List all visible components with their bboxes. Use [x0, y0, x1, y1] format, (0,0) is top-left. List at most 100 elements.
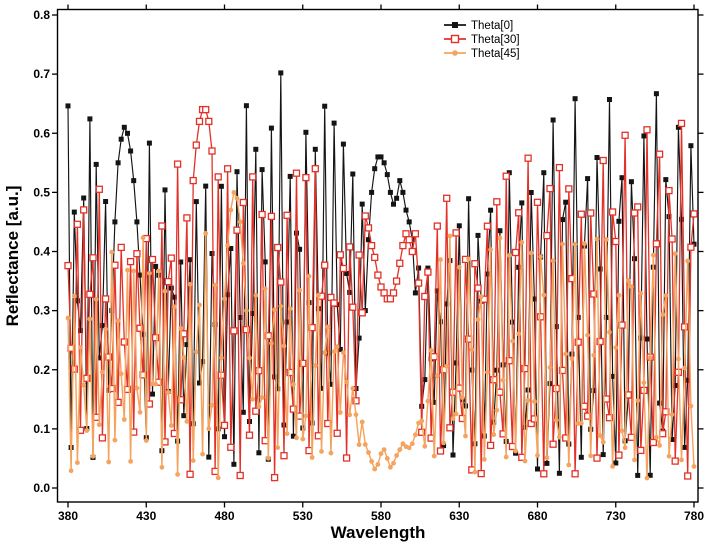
marker-filled-square	[240, 409, 246, 415]
marker-filled-circle	[610, 464, 615, 469]
marker-open-square	[533, 198, 542, 206]
marker-filled-circle	[378, 451, 384, 457]
marker-filled-circle	[206, 426, 212, 432]
y-tick-label: 0.5	[33, 185, 50, 199]
marker-open-square	[352, 397, 360, 405]
marker-filled-circle	[331, 349, 337, 354]
marker-filled-circle	[344, 379, 349, 385]
marker-filled-circle	[660, 312, 666, 317]
marker-filled-circle	[294, 435, 299, 441]
marker-filled-circle	[538, 254, 543, 260]
marker-filled-circle	[469, 347, 475, 353]
marker-filled-circle	[159, 464, 165, 470]
marker-filled-square	[234, 169, 240, 175]
marker-filled-circle	[178, 326, 184, 331]
marker-filled-circle	[604, 237, 609, 242]
marker-filled-circle	[134, 385, 140, 391]
marker-filled-circle	[353, 412, 359, 418]
marker-filled-square	[466, 196, 472, 202]
marker-filled-circle	[322, 350, 328, 355]
marker-open-square	[524, 154, 532, 162]
marker-open-square	[668, 235, 676, 243]
marker-open-square	[540, 470, 548, 478]
marker-filled-square	[287, 173, 293, 179]
marker-filled-square	[616, 218, 622, 224]
marker-filled-circle	[366, 450, 371, 455]
marker-filled-square	[607, 97, 612, 102]
marker-filled-circle	[156, 268, 162, 274]
marker-open-square	[283, 211, 291, 219]
marker-filled-circle	[337, 410, 343, 415]
marker-filled-circle	[65, 315, 71, 321]
marker-filled-circle	[190, 458, 196, 463]
marker-filled-square	[550, 117, 556, 123]
marker-open-square	[367, 241, 376, 250]
marker-filled-square	[438, 319, 443, 325]
marker-open-square	[493, 198, 501, 206]
marker-filled-circle	[303, 413, 309, 419]
marker-filled-circle	[425, 398, 431, 404]
y-tick-label: 0.7	[33, 67, 50, 81]
marker-filled-square	[222, 434, 227, 440]
marker-filled-circle	[638, 290, 644, 296]
marker-open-square	[452, 229, 460, 237]
marker-open-square	[205, 117, 213, 126]
marker-open-square	[342, 454, 351, 462]
marker-filled-square	[644, 336, 650, 342]
marker-open-square	[490, 376, 498, 384]
marker-filled-circle	[197, 302, 202, 308]
marker-open-square	[643, 126, 651, 134]
marker-filled-circle	[691, 464, 697, 469]
marker-filled-circle	[438, 257, 443, 263]
marker-open-square	[299, 359, 307, 368]
marker-open-square	[277, 278, 285, 286]
marker-filled-square	[322, 103, 328, 109]
marker-filled-circle	[75, 460, 80, 466]
marker-open-square	[101, 295, 110, 303]
marker-filled-square	[450, 452, 456, 458]
marker-filled-circle	[259, 395, 265, 400]
marker-open-square	[336, 251, 344, 259]
marker-open-square	[274, 243, 282, 252]
marker-open-square	[242, 325, 251, 334]
marker-filled-circle	[209, 402, 215, 408]
marker-open-square	[208, 147, 216, 155]
marker-filled-circle	[240, 260, 246, 266]
marker-filled-square	[109, 308, 115, 314]
marker-filled-circle	[676, 356, 681, 362]
marker-filled-circle	[212, 282, 218, 288]
marker-filled-circle	[481, 457, 487, 462]
marker-filled-circle	[341, 350, 346, 356]
marker-open-square	[227, 443, 235, 451]
marker-filled-circle	[384, 456, 390, 461]
marker-open-square	[414, 279, 423, 287]
marker-filled-square	[635, 472, 641, 478]
marker-filled-square	[572, 96, 578, 102]
y-tick-label: 0.6	[33, 126, 50, 140]
marker-filled-circle	[128, 459, 134, 464]
marker-filled-square	[81, 195, 87, 201]
marker-open-square	[430, 353, 438, 361]
marker-filled-circle	[625, 278, 631, 283]
marker-filled-circle	[356, 442, 362, 448]
marker-open-square	[405, 236, 413, 244]
legend-label-theta45: Theta[45]	[471, 48, 520, 60]
marker-filled-square	[134, 219, 140, 225]
marker-filled-square	[171, 294, 177, 300]
marker-filled-circle	[325, 324, 331, 330]
marker-filled-circle	[275, 445, 281, 450]
marker-open-square	[593, 454, 601, 462]
marker-filled-circle	[262, 286, 268, 292]
marker-filled-circle	[600, 439, 606, 445]
marker-filled-square	[406, 219, 412, 225]
marker-open-square	[202, 105, 210, 114]
marker-filled-circle	[635, 398, 641, 403]
marker-filled-circle	[96, 422, 102, 428]
x-tick-label: 380	[58, 509, 78, 523]
marker-filled-square	[275, 386, 281, 392]
marker-open-square	[270, 473, 279, 482]
marker-open-square	[258, 210, 266, 219]
marker-open-square	[565, 185, 573, 193]
marker-filled-circle	[491, 432, 497, 437]
